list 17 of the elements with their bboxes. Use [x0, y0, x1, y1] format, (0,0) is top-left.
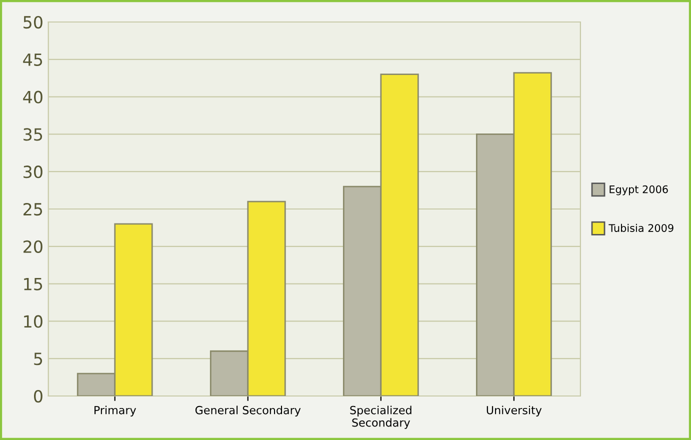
y-tick-label: 0: [34, 390, 42, 403]
y-tick-label: 35: [24, 128, 42, 141]
y-tick-label: 45: [23, 54, 42, 66]
y-tick-label: 10: [24, 315, 42, 328]
x-tick-label: Primary: [94, 406, 136, 416]
x-tick-label: Specialized Secondary: [350, 406, 412, 429]
y-tick-label: 5: [34, 352, 42, 366]
y-tick-label: 30: [24, 166, 42, 178]
y-tick-label: 40: [23, 90, 42, 104]
y-tick-label: 50: [24, 16, 42, 29]
y-tick-label: 20: [24, 240, 42, 253]
y-tick-label: 25: [24, 202, 42, 216]
x-tick-label: General Secondary: [195, 406, 301, 416]
x-tick-label: University: [486, 406, 542, 416]
legend-label: Tubisia 2009: [608, 224, 674, 232]
y-tick-label: 15: [24, 278, 42, 290]
legend-label: Egypt 2006: [610, 185, 668, 196]
